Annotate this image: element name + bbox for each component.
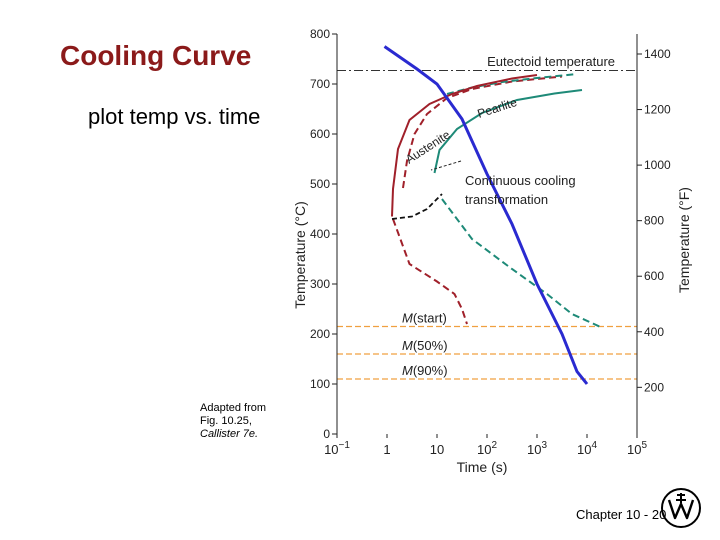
y-tick-label-5: 500	[310, 177, 330, 191]
m-50-label: M(50%)	[402, 338, 448, 353]
reference-lines	[337, 70, 637, 380]
y2-tick-label-1: 400	[644, 325, 664, 339]
y-ticks: 0 100 200 300 400 500 600 700 800	[310, 27, 337, 441]
x-tick-base-5: 10	[577, 442, 591, 457]
m-start-label: M(start)	[402, 311, 447, 326]
y-tick-label-3: 300	[310, 277, 330, 291]
martensite-labels: M(start) M(50%) M(90%)	[402, 311, 448, 379]
caption-line-2: Fig. 10.25,	[200, 415, 252, 427]
x-tick-sup-4: 3	[541, 440, 547, 451]
x-tick-label-3: 102	[477, 440, 497, 457]
slide-footer: Chapter 10 - 20	[576, 507, 667, 522]
caption-line-1: Adapted from	[200, 402, 267, 414]
x-tick-label-4: 103	[527, 440, 547, 457]
cct-annotation-line-1: Continuous cooling	[465, 173, 576, 188]
x-tick-base-3: 10	[477, 442, 491, 457]
y-tick-label-7: 700	[310, 77, 330, 91]
x-tick-label-0: 10−1	[324, 440, 350, 457]
cct-annotation-line-2: transformation	[465, 192, 548, 207]
m-start-main: M	[402, 311, 413, 326]
lower-c-curve-red	[392, 218, 468, 325]
caption-line-3: Callister 7e.	[200, 428, 259, 440]
y-axis-title: Temperature (°C)	[292, 201, 308, 309]
y-tick-label-0: 0	[323, 427, 330, 441]
y-tick-label-2: 200	[310, 327, 330, 341]
lower-c-curve-green	[441, 198, 600, 328]
m-90-sub: (90%)	[413, 363, 448, 378]
x-tick-base-1: 1	[383, 442, 390, 457]
eutectoid-label: Eutectoid temperature	[487, 54, 615, 69]
x-tick-sup-3: 2	[491, 440, 497, 451]
y2-tick-label-6: 1400	[644, 47, 671, 61]
y2-tick-label-5: 1200	[644, 103, 671, 117]
m-90-label: M(90%)	[402, 363, 448, 378]
x-tick-label-6: 105	[627, 440, 647, 457]
y2-tick-label-4: 1000	[644, 158, 671, 172]
x-ticks: 10−1 1 10 102 103 104 105	[324, 434, 647, 457]
y-tick-label-4: 400	[310, 227, 330, 241]
y-tick-label-6: 600	[310, 127, 330, 141]
slide-subtitle: plot temp vs. time	[88, 104, 261, 129]
figure-caption: Adapted from Fig. 10.25, Callister 7e.	[200, 402, 266, 441]
x-tick-label-1: 1	[383, 442, 390, 457]
cct-annotation-pointer	[430, 160, 462, 171]
x-tick-base-0: 10	[324, 442, 338, 457]
critical-rate-dashed-black	[391, 193, 443, 220]
m-50-sub: (50%)	[413, 338, 448, 353]
wiley-logo-icon	[661, 488, 701, 528]
series-layer	[383, 45, 600, 385]
x-tick-label-5: 104	[577, 440, 597, 457]
x-axis-title: Time (s)	[457, 459, 508, 475]
cct-finish-curve-green	[433, 89, 583, 174]
y2-axis-title: Temperature (°F)	[676, 187, 692, 293]
x-tick-label-2: 10	[430, 442, 444, 457]
m-start-sub: (start)	[413, 311, 447, 326]
x-tick-sup-5: 4	[591, 440, 597, 451]
cct-start-curve-red	[391, 74, 538, 217]
y2-tick-label-2: 600	[644, 269, 664, 283]
cooling-curve	[383, 45, 589, 385]
y-tick-label-1: 100	[310, 377, 330, 391]
slide-title: Cooling Curve	[60, 40, 252, 71]
y2-tick-label-3: 800	[644, 214, 664, 228]
y2-ticks: 200 400 600 800 1000 1200 1400	[637, 47, 671, 394]
cct-annotation: Continuous cooling transformation	[465, 173, 579, 207]
ttt-start-curve-red-dashed	[402, 75, 563, 189]
y-tick-label-8: 800	[310, 27, 330, 41]
x-tick-base-2: 10	[430, 442, 444, 457]
chart-background	[285, 20, 705, 485]
m-90-main: M	[402, 363, 413, 378]
x-tick-sup-0: −1	[339, 440, 351, 451]
x-tick-base-4: 10	[527, 442, 541, 457]
x-tick-base-6: 10	[627, 442, 641, 457]
m-50-main: M	[402, 338, 413, 353]
x-tick-sup-6: 5	[641, 440, 647, 451]
y2-tick-label-0: 200	[644, 380, 664, 394]
